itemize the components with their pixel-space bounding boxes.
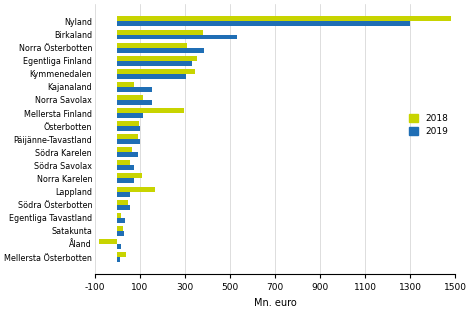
Legend: 2018, 2019: 2018, 2019 xyxy=(406,111,451,139)
Bar xyxy=(117,213,122,218)
Bar xyxy=(117,134,138,139)
Bar xyxy=(117,218,125,223)
Bar xyxy=(117,35,237,40)
Bar xyxy=(117,187,154,192)
Bar xyxy=(117,82,134,87)
Bar xyxy=(117,22,410,27)
X-axis label: Mn. euro: Mn. euro xyxy=(254,298,296,308)
Bar xyxy=(117,113,143,118)
Bar xyxy=(117,30,203,35)
Bar xyxy=(117,56,197,61)
Bar xyxy=(117,200,128,205)
Bar xyxy=(117,165,134,170)
Bar xyxy=(117,121,139,126)
Bar xyxy=(117,205,130,210)
Bar xyxy=(117,231,124,236)
Bar xyxy=(117,100,152,105)
Bar xyxy=(117,257,120,262)
Bar xyxy=(117,152,138,157)
Bar xyxy=(117,178,134,183)
Bar xyxy=(117,226,123,231)
Bar xyxy=(117,139,140,144)
Bar xyxy=(117,108,184,113)
Bar xyxy=(117,87,152,92)
Bar xyxy=(117,61,192,66)
Bar xyxy=(117,160,130,165)
Bar xyxy=(117,244,122,249)
Bar xyxy=(117,126,140,131)
Bar xyxy=(117,74,186,79)
Bar xyxy=(117,69,195,74)
Bar xyxy=(117,192,130,197)
Bar xyxy=(117,48,204,52)
Bar xyxy=(117,43,187,48)
Bar xyxy=(117,252,126,257)
Bar xyxy=(117,147,132,152)
Bar xyxy=(117,173,142,178)
Bar xyxy=(117,17,451,22)
Bar xyxy=(117,95,143,100)
Bar xyxy=(99,239,117,244)
